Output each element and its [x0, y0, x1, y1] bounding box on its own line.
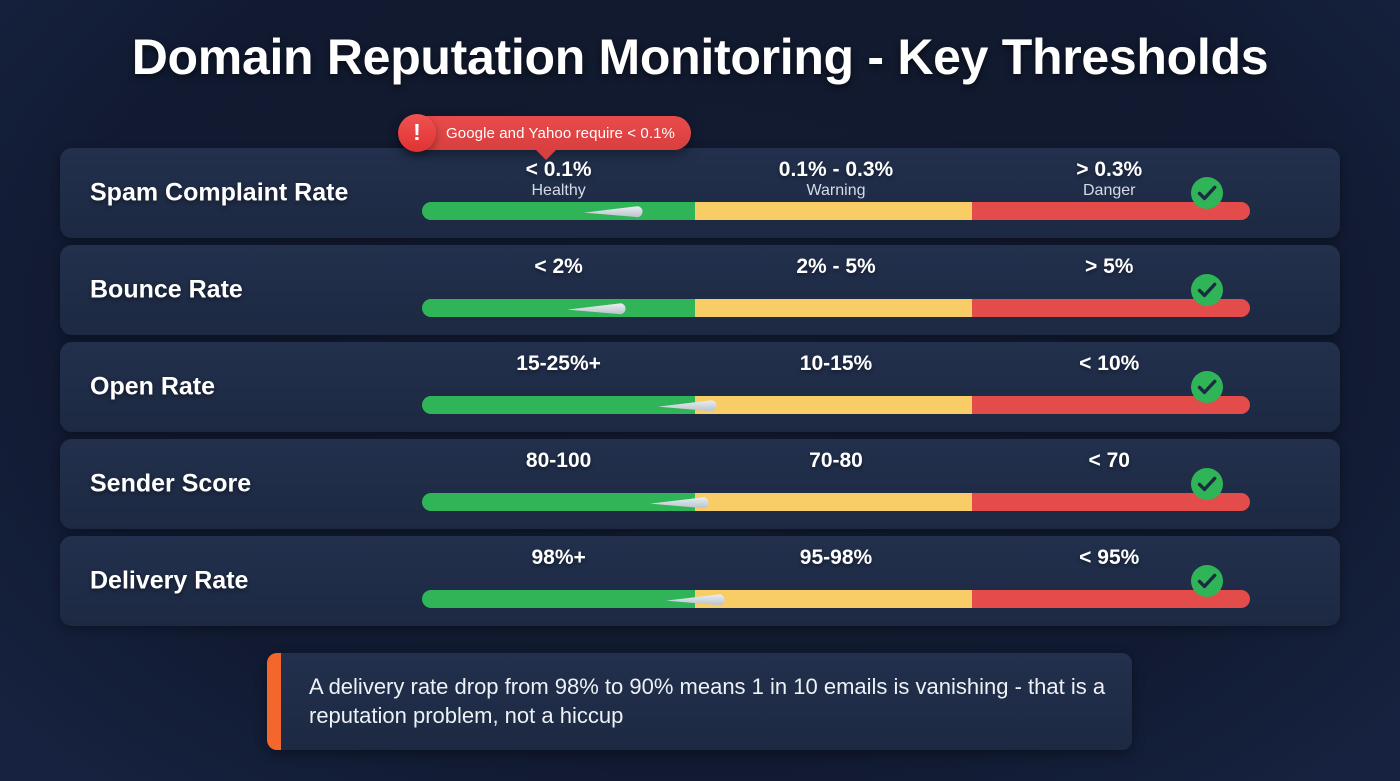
- segment-value: 10-15%: [799, 352, 873, 375]
- gauge-bar: [422, 202, 1250, 220]
- gauge-zone-danger: [971, 396, 1250, 414]
- gauge-bar: [422, 590, 1250, 608]
- metric-name: Sender Score: [90, 469, 252, 498]
- segment-value: 2% - 5%: [796, 255, 876, 278]
- gauge-zone-warning: [695, 202, 972, 220]
- segment-value: < 0.1%: [525, 158, 592, 181]
- segment-value: 95-98%: [799, 546, 873, 569]
- segment-value: < 2%: [534, 255, 583, 278]
- segment-value: 15-25%+: [516, 352, 601, 375]
- segment-value: > 5%: [1085, 255, 1134, 278]
- threshold-segment-label: > 5%: [1085, 255, 1133, 278]
- segment-value: > 0.3%: [1076, 158, 1143, 181]
- segment-status: Healthy: [531, 182, 586, 200]
- threshold-segment-label: < 70: [1089, 449, 1130, 472]
- threshold-gauge: < 0.1% Healthy 0.1% - 0.3% Warning > 0.3…: [422, 148, 1250, 238]
- segment-status: Danger: [1082, 182, 1136, 200]
- threshold-segment-label: 2% - 5%: [796, 255, 875, 278]
- segment-label-group: < 2% 2% - 5% > 5%: [422, 255, 1250, 301]
- gauge-bar: [422, 299, 1250, 317]
- threshold-gauge: 15-25%+ 10-15% < 10%: [422, 342, 1250, 432]
- gauge-zone-healthy: [422, 299, 696, 317]
- segment-label-group: 15-25%+ 10-15% < 10%: [422, 352, 1250, 398]
- threshold-row: Delivery Rate 98%+ 95-98% < 95%: [60, 536, 1340, 626]
- threshold-row-list: Spam Complaint Rate < 0.1% Healthy 0.1% …: [60, 148, 1340, 633]
- gauge-bar: [422, 396, 1250, 414]
- threshold-gauge: < 2% 2% - 5% > 5%: [422, 245, 1250, 335]
- threshold-segment-label: 80-100: [526, 449, 591, 472]
- threshold-row: Sender Score 80-100 70-80 < 70: [60, 439, 1340, 529]
- metric-name: Spam Complaint Rate: [90, 178, 349, 207]
- gauge-zone-danger: [971, 299, 1250, 317]
- gauge-bar: [422, 493, 1250, 511]
- requirement-callout-badge: ! Google and Yahoo require < 0.1%: [398, 114, 691, 160]
- threshold-gauge: 80-100 70-80 < 70: [422, 439, 1250, 529]
- threshold-segment-label: 95-98%: [800, 546, 872, 569]
- footer-note: A delivery rate drop from 98% to 90% mea…: [267, 653, 1132, 750]
- note-text: A delivery rate drop from 98% to 90% mea…: [309, 674, 1106, 729]
- badge-pill: ! Google and Yahoo require < 0.1%: [398, 114, 691, 160]
- metric-name: Open Rate: [90, 372, 216, 401]
- threshold-segment-label: 15-25%+: [516, 352, 601, 375]
- gauge-zone-danger: [971, 590, 1250, 608]
- gauge-zone-danger: [971, 202, 1250, 220]
- page-title: Domain Reputation Monitoring - Key Thres…: [131, 29, 1269, 85]
- segment-value: 0.1% - 0.3%: [778, 158, 894, 181]
- segment-label-group: 80-100 70-80 < 70: [422, 449, 1250, 495]
- threshold-row: Open Rate 15-25%+ 10-15% < 10%: [60, 342, 1340, 432]
- threshold-row: Bounce Rate < 2% 2% - 5% > 5%: [60, 245, 1340, 335]
- threshold-segment-label: < 95%: [1079, 546, 1139, 569]
- status-check-icon: [1190, 176, 1224, 210]
- metric-name: Delivery Rate: [90, 566, 249, 595]
- gauge-zone-healthy: [422, 396, 696, 414]
- threshold-segment-label: < 2%: [534, 255, 582, 278]
- exclamation-glyph: !: [413, 118, 421, 145]
- segment-status: Warning: [806, 182, 866, 200]
- threshold-segment-label: 10-15%: [800, 352, 872, 375]
- gauge-zone-warning: [695, 396, 972, 414]
- threshold-segment-label: 0.1% - 0.3% Warning: [779, 158, 893, 201]
- threshold-segment-label: > 0.3% Danger: [1076, 158, 1142, 201]
- threshold-segment-label: < 0.1% Healthy: [526, 158, 592, 201]
- segment-value: 80-100: [525, 449, 592, 472]
- exclamation-icon: !: [398, 114, 436, 152]
- threshold-segment-label: 98%+: [531, 546, 585, 569]
- badge-label: Google and Yahoo require < 0.1%: [446, 124, 675, 142]
- gauge-zone-healthy: [422, 202, 696, 220]
- threshold-row: Spam Complaint Rate < 0.1% Healthy 0.1% …: [60, 148, 1340, 238]
- gauge-zone-healthy: [422, 590, 696, 608]
- gauge-zone-warning: [695, 493, 972, 511]
- gauge-zone-warning: [695, 590, 972, 608]
- note-accent-bar: [267, 653, 281, 750]
- badge-pointer-icon: [535, 149, 558, 160]
- metric-name: Bounce Rate: [90, 275, 243, 304]
- threshold-segment-label: < 10%: [1079, 352, 1139, 375]
- threshold-segment-label: 70-80: [809, 449, 863, 472]
- segment-label-group: 98%+ 95-98% < 95%: [422, 546, 1250, 592]
- segment-value: < 95%: [1079, 546, 1140, 569]
- status-check-icon: [1190, 370, 1224, 404]
- segment-value: 70-80: [809, 449, 863, 472]
- gauge-zone-warning: [695, 299, 972, 317]
- gauge-zone-danger: [971, 493, 1250, 511]
- segment-label-group: < 0.1% Healthy 0.1% - 0.3% Warning > 0.3…: [422, 158, 1250, 204]
- status-check-icon: [1190, 467, 1224, 501]
- status-check-icon: [1190, 564, 1224, 598]
- status-check-icon: [1190, 273, 1224, 307]
- threshold-gauge: 98%+ 95-98% < 95%: [422, 536, 1250, 626]
- segment-value: < 70: [1088, 449, 1130, 472]
- segment-value: 98%+: [531, 546, 586, 569]
- gauge-zone-healthy: [422, 493, 696, 511]
- segment-value: < 10%: [1079, 352, 1140, 375]
